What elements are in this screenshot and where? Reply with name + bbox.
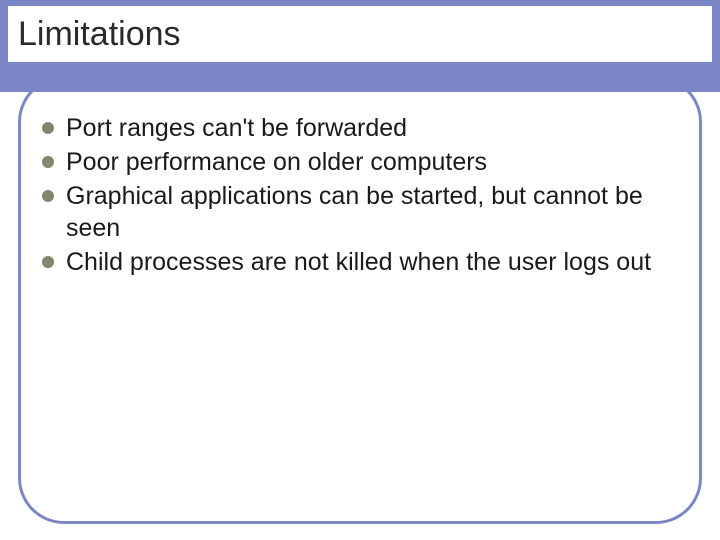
bullet-icon [42, 190, 54, 202]
bullet-icon [42, 122, 54, 134]
bullet-list: Port ranges can't be forwarded Poor perf… [42, 112, 682, 278]
slide-title: Limitations [18, 15, 181, 54]
bullet-icon [42, 256, 54, 268]
bullet-icon [42, 156, 54, 168]
list-item: Graphical applications can be started, b… [42, 180, 682, 244]
list-item: Child processes are not killed when the … [42, 246, 682, 278]
bullet-text: Child processes are not killed when the … [66, 248, 651, 276]
bullet-text: Poor performance on older computers [66, 148, 487, 176]
content-area: Port ranges can't be forwarded Poor perf… [42, 112, 682, 280]
list-item: Port ranges can't be forwarded [42, 112, 682, 144]
title-container: Limitations [8, 6, 712, 62]
bullet-text: Port ranges can't be forwarded [66, 114, 407, 142]
list-item: Poor performance on older computers [42, 146, 682, 178]
bullet-text: Graphical applications can be started, b… [66, 182, 643, 242]
